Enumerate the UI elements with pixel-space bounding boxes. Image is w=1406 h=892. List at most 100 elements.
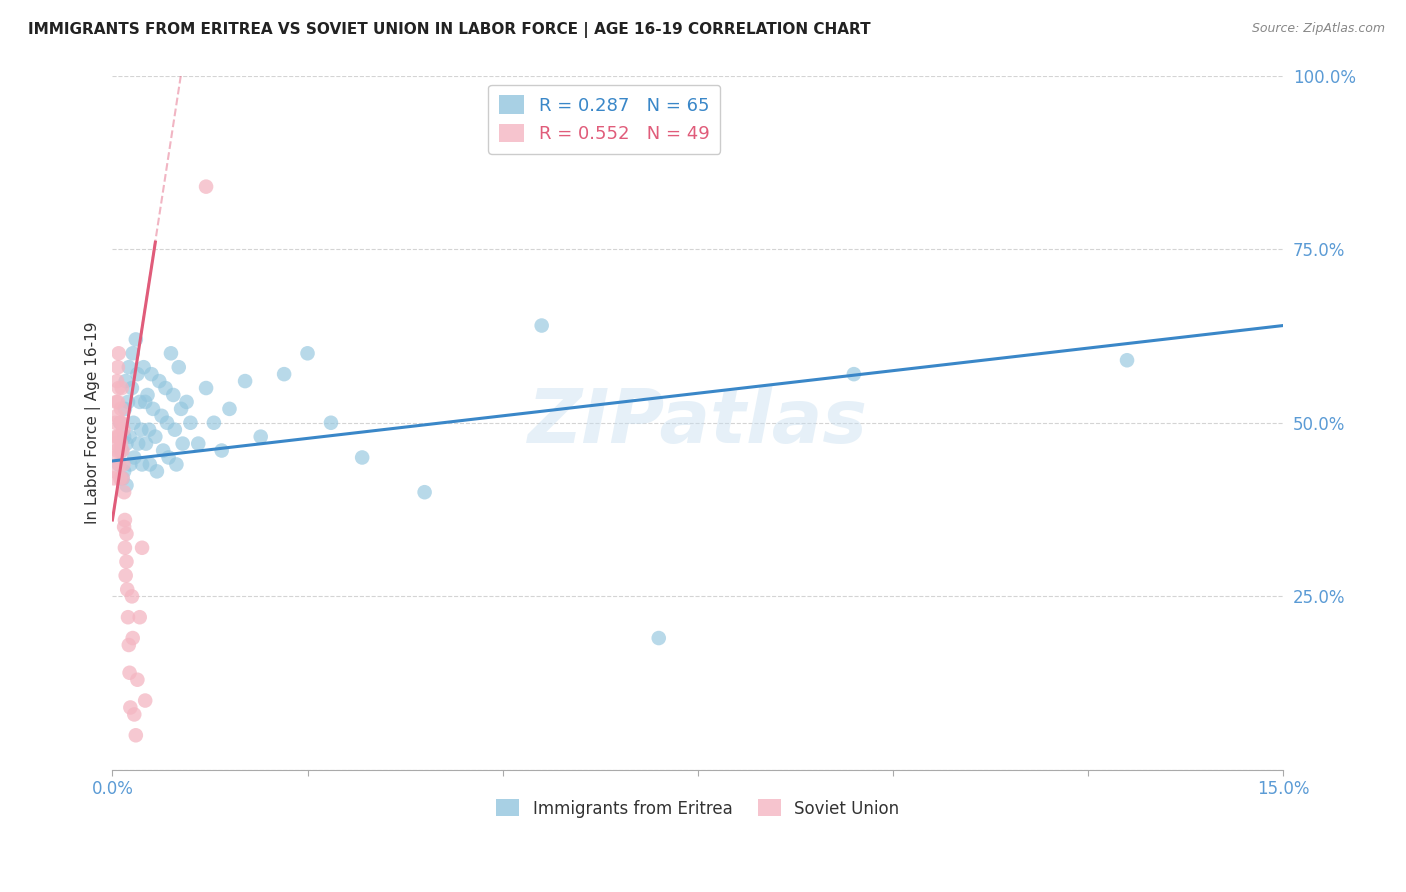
Point xyxy=(297,346,319,360)
Point xyxy=(176,395,198,409)
Point xyxy=(121,381,143,395)
Point xyxy=(352,450,374,465)
Point xyxy=(117,395,139,409)
Point xyxy=(110,416,132,430)
Point xyxy=(143,430,166,444)
Point xyxy=(179,416,201,430)
Point xyxy=(157,450,180,465)
Point xyxy=(127,367,149,381)
Point xyxy=(122,416,145,430)
Point xyxy=(112,458,135,472)
Point xyxy=(115,478,138,492)
Point xyxy=(167,360,190,375)
Point xyxy=(107,430,129,444)
Point xyxy=(132,360,155,375)
Point xyxy=(111,443,134,458)
Point xyxy=(128,610,150,624)
Y-axis label: In Labor Force | Age 16-19: In Labor Force | Age 16-19 xyxy=(86,321,101,524)
Point xyxy=(129,423,152,437)
Point xyxy=(138,423,160,437)
Point xyxy=(107,458,129,472)
Point xyxy=(233,374,256,388)
Point xyxy=(142,401,165,416)
Point xyxy=(319,416,342,430)
Point xyxy=(413,485,436,500)
Point xyxy=(112,423,135,437)
Text: ZIPatlas: ZIPatlas xyxy=(527,386,868,459)
Point xyxy=(114,541,136,555)
Point xyxy=(112,520,135,534)
Point xyxy=(202,416,225,430)
Point xyxy=(103,471,125,485)
Point xyxy=(150,409,173,423)
Point xyxy=(118,665,141,680)
Point xyxy=(127,436,149,450)
Point xyxy=(170,401,193,416)
Point xyxy=(117,610,139,624)
Point xyxy=(105,443,128,458)
Point xyxy=(104,416,127,430)
Point xyxy=(163,423,186,437)
Point xyxy=(111,443,134,458)
Point xyxy=(195,381,218,395)
Point xyxy=(139,458,162,472)
Point xyxy=(107,360,129,375)
Point xyxy=(148,374,170,388)
Point xyxy=(131,458,153,472)
Point xyxy=(172,436,194,450)
Point xyxy=(107,381,129,395)
Point xyxy=(105,430,128,444)
Point xyxy=(273,367,295,381)
Point xyxy=(115,436,138,450)
Point xyxy=(111,381,134,395)
Point xyxy=(104,436,127,450)
Point xyxy=(131,541,153,555)
Point xyxy=(249,430,271,444)
Point xyxy=(105,374,128,388)
Point xyxy=(211,443,233,458)
Point xyxy=(135,436,157,450)
Point xyxy=(122,707,145,722)
Point xyxy=(1116,353,1139,368)
Point xyxy=(121,631,143,645)
Point xyxy=(134,693,156,707)
Point xyxy=(125,333,148,347)
Point xyxy=(115,582,138,597)
Point xyxy=(110,471,132,485)
Point xyxy=(165,458,187,472)
Point xyxy=(112,485,135,500)
Point xyxy=(114,401,136,416)
Point xyxy=(110,401,132,416)
Point xyxy=(125,728,148,742)
Point xyxy=(146,464,169,478)
Point xyxy=(120,458,142,472)
Legend: Immigrants from Eritrea, Soviet Union: Immigrants from Eritrea, Soviet Union xyxy=(489,793,905,824)
Point xyxy=(162,388,184,402)
Point xyxy=(115,555,138,569)
Point xyxy=(842,367,865,381)
Point xyxy=(104,464,127,478)
Point xyxy=(128,395,150,409)
Point xyxy=(105,395,128,409)
Text: Source: ZipAtlas.com: Source: ZipAtlas.com xyxy=(1251,22,1385,36)
Point xyxy=(114,568,136,582)
Point xyxy=(218,401,240,416)
Point xyxy=(110,416,132,430)
Point xyxy=(118,360,141,375)
Point xyxy=(110,436,132,450)
Point xyxy=(648,631,671,645)
Point xyxy=(111,416,134,430)
Point xyxy=(111,471,134,485)
Point xyxy=(155,381,177,395)
Point xyxy=(127,673,149,687)
Point xyxy=(121,346,143,360)
Point xyxy=(118,430,141,444)
Text: IMMIGRANTS FROM ERITREA VS SOVIET UNION IN LABOR FORCE | AGE 16-19 CORRELATION C: IMMIGRANTS FROM ERITREA VS SOVIET UNION … xyxy=(28,22,870,38)
Point xyxy=(136,388,159,402)
Point xyxy=(114,513,136,527)
Point xyxy=(160,346,183,360)
Point xyxy=(152,443,174,458)
Point xyxy=(105,409,128,423)
Point xyxy=(118,638,141,652)
Point xyxy=(112,430,135,444)
